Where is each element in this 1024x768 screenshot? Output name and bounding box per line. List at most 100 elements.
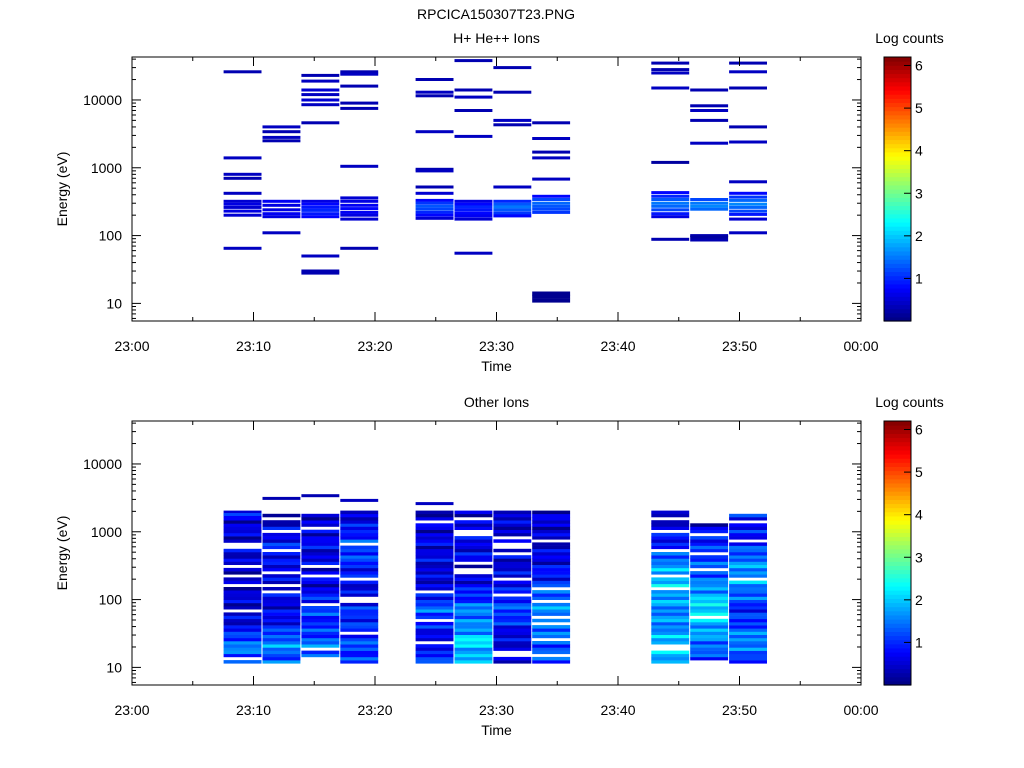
heatmap-cell	[651, 68, 690, 72]
heatmap-cell	[454, 109, 493, 112]
heatmap-cell	[493, 583, 532, 588]
heatmap-cell	[493, 602, 532, 607]
heatmap-cell	[223, 637, 262, 642]
colorbar-segment	[884, 614, 911, 620]
heatmap-cell	[454, 95, 493, 99]
x-tick-label: 23:30	[479, 702, 514, 718]
heatmap-cell	[301, 618, 340, 623]
heatmap-cell	[454, 520, 493, 524]
heatmap-cell	[651, 596, 690, 600]
heatmap-cell	[690, 631, 729, 635]
heatmap-cell	[454, 536, 493, 540]
heatmap-cell	[454, 548, 493, 553]
colorbar-segment	[884, 168, 911, 174]
heatmap-cell	[340, 84, 379, 88]
heatmap-cell	[651, 602, 690, 607]
colorbar-segment	[884, 433, 911, 439]
heatmap-cell	[729, 656, 767, 661]
colorbar-segment	[884, 610, 911, 616]
heatmap-cell	[729, 191, 767, 195]
heatmap-cell	[651, 532, 690, 537]
heatmap-cell	[690, 574, 729, 578]
heatmap-cell	[454, 539, 493, 543]
heatmap-cell	[532, 510, 571, 515]
heatmap-cell	[454, 574, 493, 578]
heatmap-cell	[729, 532, 767, 537]
colorbar-segment	[884, 176, 911, 182]
heatmap-cell	[415, 204, 454, 208]
heatmap-cell	[340, 628, 379, 632]
heatmap-cell	[729, 202, 767, 206]
heatmap-cell	[690, 109, 729, 112]
heatmap-cell	[729, 580, 767, 585]
heatmap-cell	[532, 561, 571, 565]
heatmap-cell	[301, 520, 340, 524]
heatmap-cell	[223, 580, 262, 585]
colorbar-segment	[884, 664, 911, 670]
heatmap-cell	[262, 558, 301, 562]
heatmap-cell	[301, 542, 340, 546]
colorbar-segment	[884, 222, 911, 227]
heatmap-cell	[415, 191, 454, 195]
heatmap-cell	[340, 203, 379, 207]
heatmap-cell	[690, 577, 729, 581]
heatmap-cell	[223, 202, 262, 206]
y-tick-label: 100	[99, 228, 123, 244]
heatmap-cell	[301, 577, 340, 581]
colorbar-segment	[884, 569, 911, 575]
colorbar-segment	[884, 462, 911, 467]
heatmap-cell	[493, 517, 532, 521]
heatmap-cell	[262, 545, 301, 550]
heatmap-cell	[454, 641, 493, 645]
heatmap-cell	[651, 567, 690, 572]
heatmap-cell	[532, 298, 571, 303]
heatmap-cell	[301, 555, 340, 559]
colorbar-segment	[884, 586, 911, 591]
heatmap-cell	[415, 599, 454, 604]
heatmap-cell	[262, 532, 301, 537]
heatmap-cell	[532, 634, 571, 639]
heatmap-cell	[340, 552, 379, 556]
heatmap-cell	[454, 621, 493, 626]
colorbar-segment	[884, 180, 911, 186]
heatmap-cell	[301, 567, 340, 572]
heatmap-cell	[340, 641, 379, 645]
heatmap-cell	[532, 291, 571, 296]
heatmap-cell	[415, 510, 454, 515]
colorbar-segment	[884, 577, 911, 583]
heatmap-cell	[690, 555, 729, 559]
heatmap-cell	[262, 602, 301, 607]
heatmap-cell	[729, 637, 767, 642]
heatmap-cell	[223, 536, 262, 540]
heatmap-cell	[415, 169, 454, 173]
colorbar-segment	[884, 139, 911, 145]
heatmap-cell	[493, 628, 532, 632]
heatmap-cell	[454, 615, 493, 620]
heatmap-cell	[651, 580, 690, 585]
heatmap-cell	[223, 660, 262, 664]
heatmap-cell	[415, 593, 454, 597]
heatmap-cell	[651, 523, 690, 527]
heatmap-cell	[493, 214, 532, 218]
heatmap-cell	[223, 513, 262, 516]
heatmap-cell	[532, 602, 571, 607]
heatmap-cell	[532, 194, 571, 198]
heatmap-cell	[651, 536, 690, 540]
heatmap-cell	[651, 71, 690, 75]
colorbar-tick-label: 6	[915, 58, 923, 74]
heatmap-cell	[651, 555, 690, 559]
heatmap-cell	[532, 198, 571, 201]
heatmap-cell	[262, 634, 301, 639]
heatmap-cell	[690, 558, 729, 562]
heatmap-cell	[532, 526, 571, 530]
heatmap-cell	[690, 542, 729, 546]
heatmap-cell	[415, 650, 454, 655]
heatmap-cell	[690, 599, 729, 604]
heatmap-cell	[454, 214, 493, 218]
colorbar-tick-label: 1	[915, 634, 923, 650]
heatmap-cell	[690, 593, 729, 597]
heatmap-cell	[223, 571, 262, 575]
heatmap-cell	[729, 70, 767, 74]
heatmap-cell	[415, 660, 454, 664]
heatmap-cell	[454, 596, 493, 600]
